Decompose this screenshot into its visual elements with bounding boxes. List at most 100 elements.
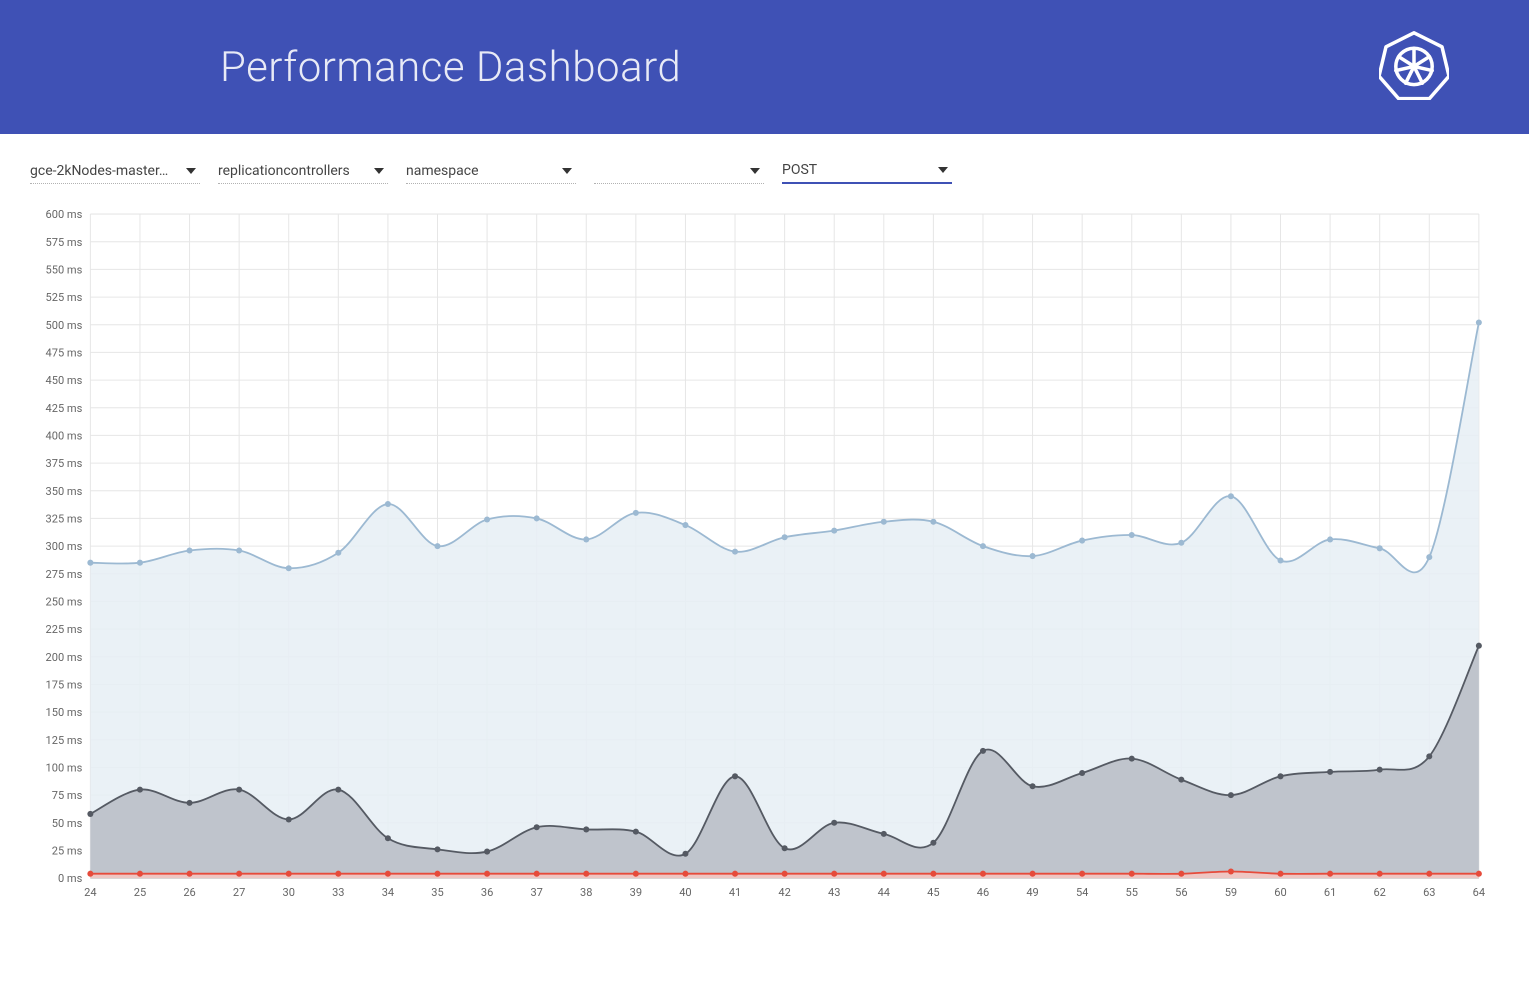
- series-point-p90[interactable]: [1327, 769, 1333, 775]
- series-point-p99[interactable]: [1129, 532, 1135, 538]
- series-point-p90[interactable]: [335, 787, 341, 793]
- chevron-down-icon: [938, 167, 948, 173]
- series-point-p50[interactable]: [236, 871, 242, 877]
- series-point-p99[interactable]: [930, 519, 936, 525]
- series-point-p90[interactable]: [782, 845, 788, 851]
- series-point-p90[interactable]: [583, 826, 589, 832]
- series-point-p90[interactable]: [385, 835, 391, 841]
- series-point-p50[interactable]: [1079, 871, 1085, 877]
- series-point-p50[interactable]: [583, 871, 589, 877]
- series-point-p50[interactable]: [1327, 871, 1333, 877]
- series-point-p50[interactable]: [385, 871, 391, 877]
- series-point-p99[interactable]: [385, 501, 391, 507]
- series-point-p90[interactable]: [732, 773, 738, 779]
- series-point-p90[interactable]: [1030, 783, 1036, 789]
- series-point-p99[interactable]: [583, 536, 589, 542]
- series-point-p50[interactable]: [881, 871, 887, 877]
- series-point-p90[interactable]: [1426, 753, 1432, 759]
- series-point-p99[interactable]: [732, 549, 738, 555]
- svg-text:38: 38: [580, 886, 592, 899]
- series-point-p90[interactable]: [1476, 643, 1482, 649]
- series-point-p50[interactable]: [782, 871, 788, 877]
- series-point-p90[interactable]: [1129, 756, 1135, 762]
- series-point-p99[interactable]: [1079, 538, 1085, 544]
- filter-select-subres[interactable]: [594, 159, 764, 184]
- series-point-p50[interactable]: [137, 871, 143, 877]
- series-point-p50[interactable]: [831, 871, 837, 877]
- series-point-p90[interactable]: [1228, 792, 1234, 798]
- series-point-p50[interactable]: [335, 871, 341, 877]
- series-point-p99[interactable]: [1426, 554, 1432, 560]
- series-point-p90[interactable]: [1079, 770, 1085, 776]
- series-point-p50[interactable]: [1377, 871, 1383, 877]
- series-point-p99[interactable]: [534, 515, 540, 521]
- filter-select-job[interactable]: gce-2kNodes-master…: [30, 159, 200, 184]
- series-point-p90[interactable]: [930, 840, 936, 846]
- series-point-p50[interactable]: [1277, 871, 1283, 877]
- chevron-down-icon: [750, 168, 760, 174]
- series-point-p99[interactable]: [286, 565, 292, 571]
- series-point-p99[interactable]: [137, 560, 143, 566]
- series-point-p99[interactable]: [682, 522, 688, 528]
- series-point-p99[interactable]: [1476, 320, 1482, 326]
- series-point-p90[interactable]: [633, 829, 639, 835]
- series-point-p50[interactable]: [1129, 871, 1135, 877]
- series-point-p90[interactable]: [87, 811, 93, 817]
- series-point-p99[interactable]: [1178, 540, 1184, 546]
- series-point-p90[interactable]: [1178, 777, 1184, 783]
- series-point-p99[interactable]: [187, 548, 193, 554]
- series-point-p50[interactable]: [484, 871, 490, 877]
- svg-text:550 ms: 550 ms: [46, 263, 83, 276]
- series-point-p90[interactable]: [137, 787, 143, 793]
- series-point-p50[interactable]: [633, 871, 639, 877]
- filter-select-verb[interactable]: POST: [782, 158, 952, 184]
- series-point-p50[interactable]: [980, 871, 986, 877]
- series-point-p99[interactable]: [236, 548, 242, 554]
- series-point-p50[interactable]: [1476, 871, 1482, 877]
- series-point-p50[interactable]: [1228, 868, 1234, 874]
- series-point-p50[interactable]: [1426, 871, 1432, 877]
- series-point-p50[interactable]: [732, 871, 738, 877]
- series-point-p50[interactable]: [187, 871, 193, 877]
- series-point-p50[interactable]: [534, 871, 540, 877]
- series-point-p50[interactable]: [434, 871, 440, 877]
- filter-value: namespace: [406, 163, 479, 179]
- series-point-p50[interactable]: [682, 871, 688, 877]
- series-point-p90[interactable]: [236, 787, 242, 793]
- series-point-p90[interactable]: [187, 800, 193, 806]
- series-point-p99[interactable]: [1228, 493, 1234, 499]
- series-point-p99[interactable]: [1377, 545, 1383, 551]
- series-point-p90[interactable]: [1377, 767, 1383, 773]
- svg-text:475 ms: 475 ms: [46, 346, 83, 359]
- series-point-p90[interactable]: [831, 820, 837, 826]
- series-point-p99[interactable]: [335, 550, 341, 556]
- series-point-p99[interactable]: [484, 517, 490, 523]
- series-point-p50[interactable]: [1030, 871, 1036, 877]
- series-point-p99[interactable]: [1327, 536, 1333, 542]
- series-point-p99[interactable]: [1030, 553, 1036, 559]
- series-point-p99[interactable]: [831, 528, 837, 534]
- series-point-p99[interactable]: [782, 534, 788, 540]
- series-point-p99[interactable]: [633, 510, 639, 516]
- series-point-p90[interactable]: [1277, 773, 1283, 779]
- series-point-p90[interactable]: [434, 846, 440, 852]
- series-point-p90[interactable]: [286, 816, 292, 822]
- series-point-p99[interactable]: [434, 543, 440, 549]
- filter-select-scope[interactable]: namespace: [406, 159, 576, 184]
- series-point-p99[interactable]: [1277, 557, 1283, 563]
- filter-select-resource[interactable]: replicationcontrollers: [218, 159, 388, 184]
- series-point-p50[interactable]: [1178, 871, 1184, 877]
- series-point-p50[interactable]: [930, 871, 936, 877]
- series-point-p90[interactable]: [881, 831, 887, 837]
- series-point-p90[interactable]: [980, 748, 986, 754]
- series-point-p99[interactable]: [881, 519, 887, 525]
- series-point-p99[interactable]: [980, 543, 986, 549]
- svg-text:225 ms: 225 ms: [46, 623, 83, 636]
- series-point-p99[interactable]: [87, 560, 93, 566]
- series-point-p90[interactable]: [534, 824, 540, 830]
- series-point-p50[interactable]: [87, 871, 93, 877]
- series-point-p90[interactable]: [484, 849, 490, 855]
- svg-text:275 ms: 275 ms: [46, 568, 83, 581]
- series-point-p90[interactable]: [682, 851, 688, 857]
- series-point-p50[interactable]: [286, 871, 292, 877]
